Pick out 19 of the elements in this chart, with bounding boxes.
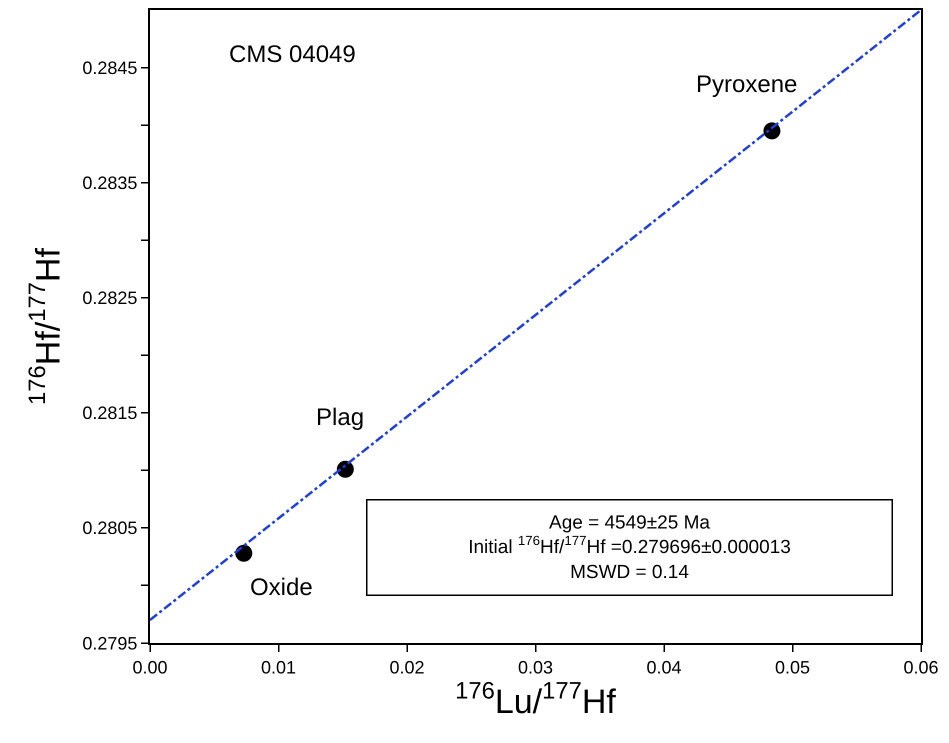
x-tick-label: 0.02	[389, 658, 425, 678]
y-tick-label: 0.2795	[82, 633, 138, 654]
y-tick-label: 0.2845	[82, 58, 138, 78]
annotation: Pyroxene	[696, 71, 798, 98]
y-tick-label: 0.2825	[82, 288, 138, 308]
x-tick-label: 0.01	[260, 658, 296, 678]
annotation: Oxide	[250, 574, 313, 601]
x-tick-label: 0.04	[646, 658, 682, 678]
x-tick-label: 0.00	[132, 658, 168, 678]
annotation: CMS 04049	[229, 41, 356, 68]
x-tick-label: 0.05	[774, 658, 810, 678]
y-tick-label: 0.2815	[82, 403, 138, 424]
x-axis-title: $^{176}$Lu/$^{177}$Hf	[455, 678, 616, 721]
y-tick-label: 0.2805	[82, 518, 138, 538]
x-tick-label: 0.06	[903, 658, 939, 678]
y-tick-label: 0.2835	[82, 172, 138, 193]
annotation: Plag	[316, 404, 364, 431]
text: Age = 4549±25 Ma Initial $^{176}$Hf/$^{177}$Hf =0.279696±0.000013 MSWD = 0.14	[468, 512, 791, 583]
x-tick-label: 0.03	[518, 658, 554, 678]
